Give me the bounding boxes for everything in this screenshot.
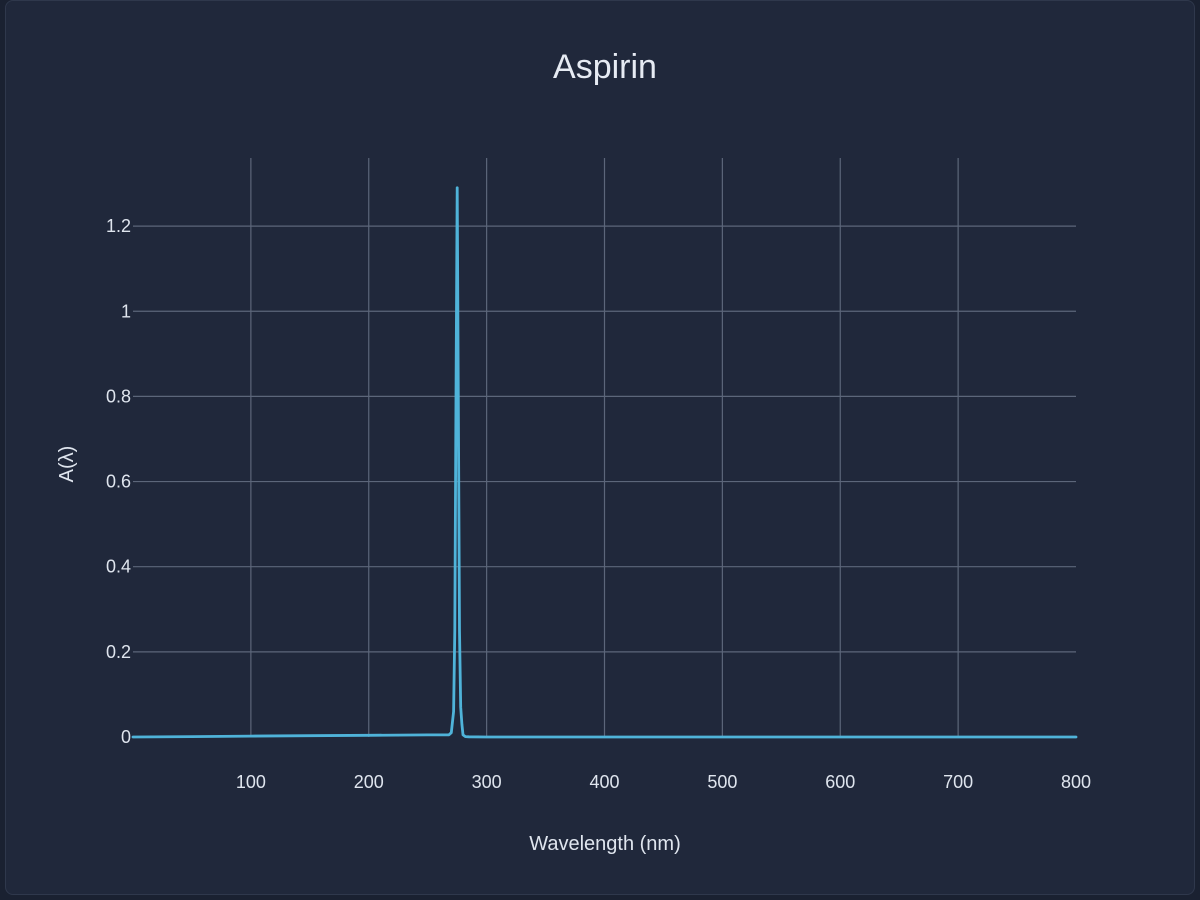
y-tick-label: 1 xyxy=(121,301,131,321)
x-tick-label: 700 xyxy=(943,772,973,792)
y-tick-label: 0.2 xyxy=(106,642,131,662)
tick-labels: 100 200 300 400 500 600 700 800 0 0.2 0.4 0.6 0.8 1 1.… xyxy=(106,216,1091,792)
x-tick-label: 500 xyxy=(707,772,737,792)
y-tick-label: 0.6 xyxy=(106,472,131,492)
x-tick-label: 300 xyxy=(472,772,502,792)
plot-area xyxy=(131,186,1078,739)
x-tick-label: 400 xyxy=(589,772,619,792)
y-axis-label: A(λ) xyxy=(56,446,78,483)
y-tick-label: 0.4 xyxy=(106,557,131,577)
x-axis-label: Wavelength (nm) xyxy=(529,833,681,855)
x-tick-label: 100 xyxy=(236,772,266,792)
y-tick-label: 0.8 xyxy=(106,386,131,406)
x-tick-label: 800 xyxy=(1061,772,1091,792)
chart-card xyxy=(5,0,1195,895)
absorbance-series-line xyxy=(131,186,1078,739)
y-tick-label: 1.2 xyxy=(106,216,131,236)
x-tick-label: 600 xyxy=(825,772,855,792)
grid-lines xyxy=(133,158,1076,737)
y-tick-label: 0 xyxy=(121,727,131,747)
chart-title: Aspirin xyxy=(553,48,657,86)
x-tick-label: 200 xyxy=(354,772,384,792)
